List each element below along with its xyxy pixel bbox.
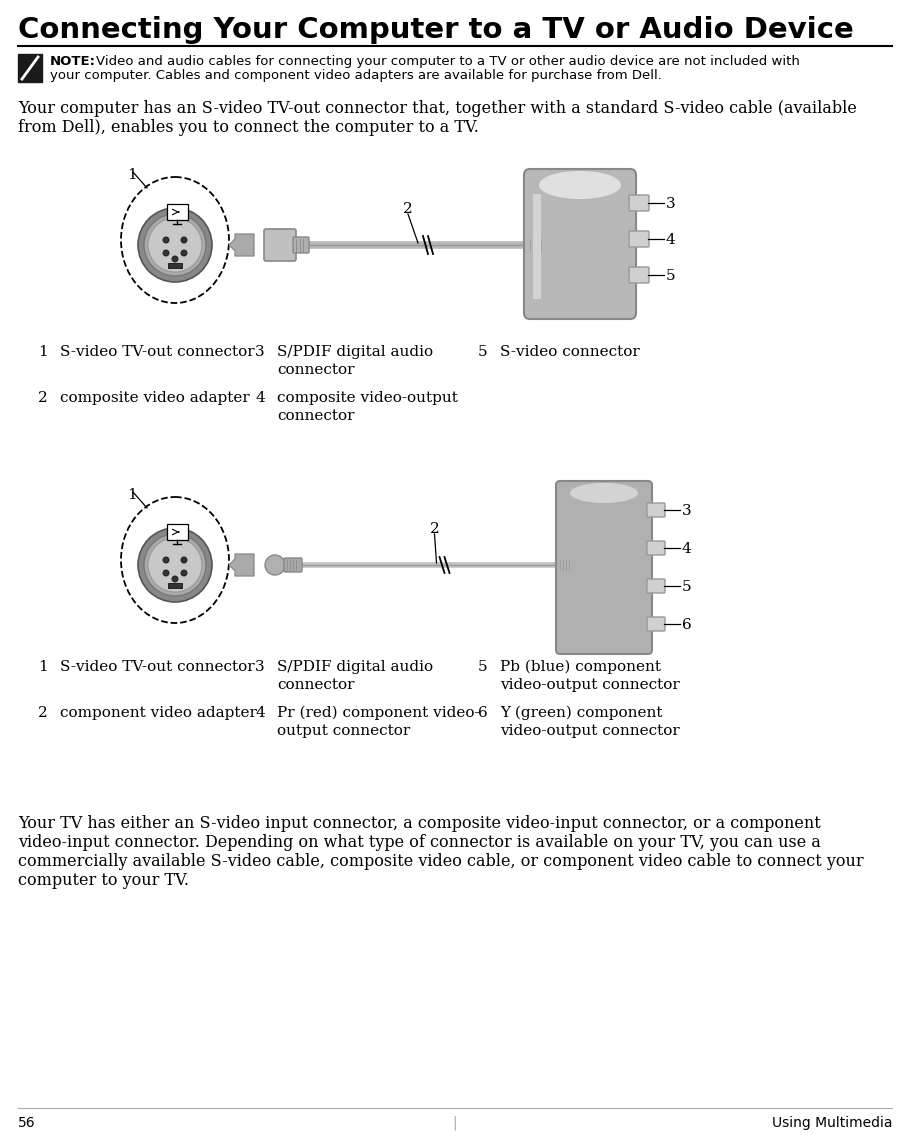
Text: 6: 6 [478,706,488,720]
Text: Connecting Your Computer to a TV or Audio Device: Connecting Your Computer to a TV or Audi… [18,16,854,43]
Circle shape [148,219,202,272]
Text: S/PDIF digital audio: S/PDIF digital audio [277,345,433,359]
Text: 5: 5 [478,345,488,359]
Ellipse shape [570,483,638,503]
Ellipse shape [539,170,621,199]
Text: component video adapter: component video adapter [60,706,257,720]
Text: Pr (red) component video-: Pr (red) component video- [277,706,480,721]
Circle shape [181,237,187,243]
FancyBboxPatch shape [629,194,649,210]
FancyBboxPatch shape [284,558,302,572]
FancyBboxPatch shape [524,169,636,319]
Circle shape [163,237,169,243]
Text: 4: 4 [666,233,676,247]
Text: 3: 3 [682,505,692,518]
Ellipse shape [121,177,229,303]
Text: 2: 2 [38,391,47,405]
Text: commercially available S-video cable, composite video cable, or component video : commercially available S-video cable, co… [18,853,864,869]
Circle shape [144,534,206,596]
Text: 2: 2 [38,706,47,720]
Circle shape [144,214,206,276]
Text: your computer. Cables and component video adapters are available for purchase fr: your computer. Cables and component vide… [50,69,662,82]
Circle shape [163,251,169,256]
Text: 56: 56 [18,1117,35,1130]
FancyBboxPatch shape [167,204,187,220]
FancyBboxPatch shape [647,617,665,631]
FancyBboxPatch shape [168,583,182,588]
Text: 1: 1 [38,345,47,359]
Text: 3: 3 [666,197,675,210]
Text: 3: 3 [255,660,265,674]
Text: Pb (blue) component: Pb (blue) component [500,660,661,675]
Text: 4: 4 [255,706,265,720]
Circle shape [172,256,178,262]
Text: NOTE:: NOTE: [50,55,96,67]
Text: 3: 3 [255,345,265,359]
Text: computer to your TV.: computer to your TV. [18,872,189,889]
FancyBboxPatch shape [264,229,296,261]
Text: 5: 5 [666,269,675,283]
FancyBboxPatch shape [527,237,547,253]
Text: S-video TV-out connector: S-video TV-out connector [60,660,255,674]
FancyBboxPatch shape [557,558,575,572]
Text: 5: 5 [682,580,692,594]
Text: connector: connector [277,363,355,378]
Text: S/PDIF digital audio: S/PDIF digital audio [277,660,433,674]
Circle shape [163,557,169,563]
Text: 1: 1 [127,488,136,502]
Text: 2: 2 [403,202,413,216]
FancyBboxPatch shape [168,263,182,268]
Text: video-output connector: video-output connector [500,724,680,738]
Polygon shape [229,554,254,575]
Text: 5: 5 [478,660,488,674]
Circle shape [148,538,202,591]
Text: 4: 4 [255,391,265,405]
Text: Your TV has either an S-video input connector, a composite video-input connector: Your TV has either an S-video input conn… [18,815,821,832]
FancyBboxPatch shape [167,524,187,540]
Ellipse shape [121,496,229,623]
Text: composite video adapter: composite video adapter [60,391,249,405]
Text: 2: 2 [430,522,440,537]
Text: connector: connector [277,410,355,423]
Text: connector: connector [277,678,355,692]
Text: 1: 1 [127,168,136,182]
Text: video-input connector. Depending on what type of connector is available on your : video-input connector. Depending on what… [18,834,821,851]
Text: 1: 1 [38,660,47,674]
FancyBboxPatch shape [647,541,665,555]
Text: video-output connector: video-output connector [500,678,680,692]
Text: Using Multimedia: Using Multimedia [772,1117,892,1130]
Text: Y (green) component: Y (green) component [500,706,662,721]
Circle shape [181,251,187,256]
Text: Your computer has an S-video TV-out connector that, together with a standard S-v: Your computer has an S-video TV-out conn… [18,100,857,117]
Circle shape [138,208,212,283]
Circle shape [265,555,285,575]
Text: 6: 6 [682,618,692,631]
FancyBboxPatch shape [629,267,649,283]
Text: S-video TV-out connector: S-video TV-out connector [60,345,255,359]
FancyBboxPatch shape [293,237,309,253]
Text: S-video connector: S-video connector [500,345,640,359]
Text: output connector: output connector [277,724,410,738]
FancyBboxPatch shape [533,194,541,299]
FancyBboxPatch shape [629,231,649,247]
FancyBboxPatch shape [556,480,652,654]
Text: composite video-output: composite video-output [277,391,458,405]
FancyBboxPatch shape [18,54,42,82]
Text: from Dell), enables you to connect the computer to a TV.: from Dell), enables you to connect the c… [18,119,479,136]
Text: |: | [452,1117,458,1130]
FancyBboxPatch shape [647,579,665,593]
Circle shape [181,557,187,563]
Circle shape [163,570,169,575]
Text: 4: 4 [682,542,692,556]
Circle shape [172,575,178,582]
Text: Video and audio cables for connecting your computer to a TV or other audio devic: Video and audio cables for connecting yo… [96,55,800,67]
Circle shape [138,529,212,602]
Circle shape [181,570,187,575]
FancyBboxPatch shape [647,503,665,517]
Polygon shape [229,235,254,256]
